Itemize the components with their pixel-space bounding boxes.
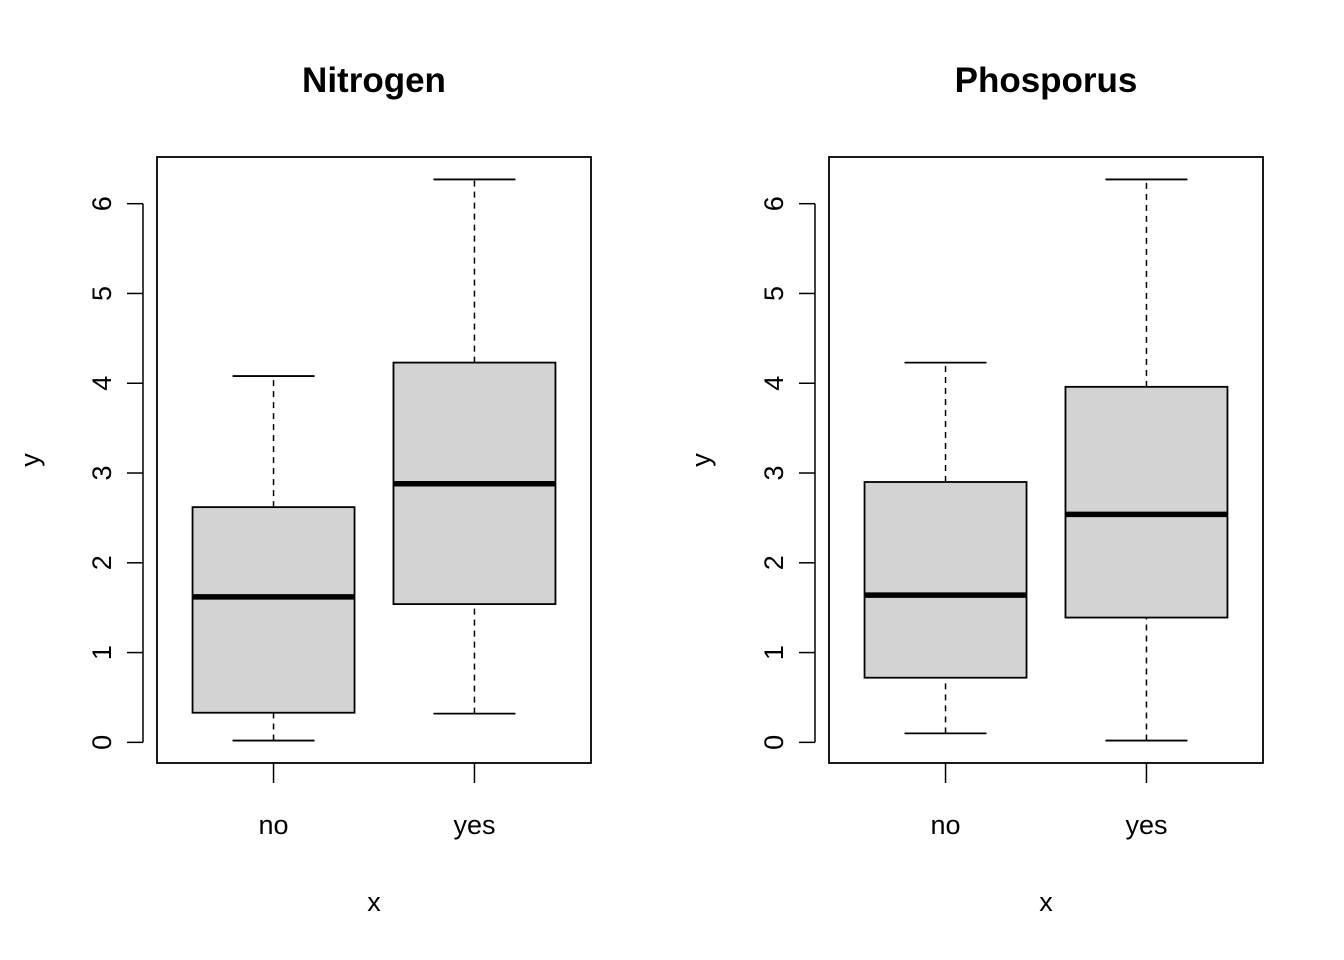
- plot-frame: [828, 156, 1264, 764]
- x-tick-label: no: [931, 810, 961, 840]
- x-axis-label: x: [367, 887, 381, 917]
- x-axis: no yes: [259, 763, 495, 840]
- chart-panel-phosporus: Phosporus 0 1 2 3 4 5 6 no yes x y: [686, 61, 1264, 917]
- y-tick-label: 3: [759, 466, 789, 481]
- y-tick-label: 5: [87, 286, 117, 301]
- y-axis: 0 1 2 3 4 5 6: [87, 196, 144, 750]
- x-axis-label: x: [1039, 887, 1053, 917]
- y-tick-label: 0: [87, 735, 117, 750]
- y-tick-label: 2: [759, 555, 789, 570]
- plot-frame: [156, 156, 592, 764]
- x-axis: no yes: [931, 763, 1167, 840]
- y-tick-label: 1: [87, 645, 117, 660]
- y-tick-label: 6: [759, 196, 789, 211]
- box-no: [863, 361, 1028, 735]
- x-tick-label: yes: [453, 810, 495, 840]
- box-yes: [392, 178, 557, 715]
- y-axis-label: y: [15, 453, 45, 467]
- chart-panel-nitrogen: Nitrogen 0 1 2 3 4 5 6 no yes x y: [15, 61, 592, 917]
- chart-title: Phosporus: [955, 61, 1138, 100]
- y-tick-label: 4: [87, 376, 117, 391]
- y-tick-label: 6: [87, 196, 117, 211]
- iqr-box: [863, 481, 1028, 679]
- box-yes: [1064, 178, 1229, 742]
- iqr-box: [191, 506, 356, 714]
- y-tick-label: 5: [759, 286, 789, 301]
- x-tick-label: yes: [1125, 810, 1167, 840]
- iqr-box: [1064, 385, 1229, 619]
- y-axis: 0 1 2 3 4 5 6: [759, 196, 816, 750]
- box-no: [191, 375, 356, 742]
- y-tick-label: 2: [87, 555, 117, 570]
- x-tick-label: no: [259, 810, 289, 840]
- y-axis-label: y: [686, 453, 716, 467]
- y-tick-label: 4: [759, 376, 789, 391]
- y-tick-label: 1: [759, 645, 789, 660]
- y-tick-label: 3: [87, 466, 117, 481]
- y-tick-label: 0: [759, 735, 789, 750]
- chart-title: Nitrogen: [302, 61, 446, 100]
